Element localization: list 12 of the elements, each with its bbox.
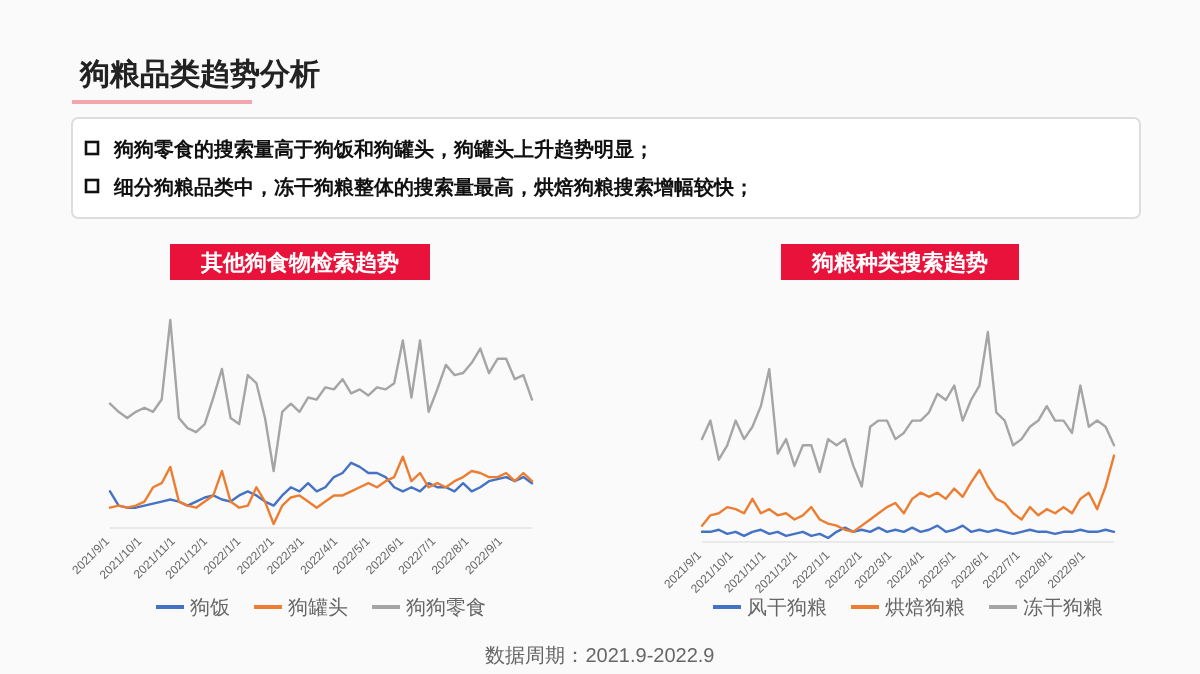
text: 细分狗粮品类中，冻干狗粮整体的搜索量最高，烘焙狗粮搜索增幅较快； (112, 176, 754, 200)
legend-label: 狗狗零食 (406, 596, 486, 620)
legend-label: 狗饭 (190, 596, 230, 620)
text: 数据周期：2021.9-2022.9 (485, 644, 716, 668)
legend-label: 烘焙狗粮 (885, 596, 965, 620)
text: 狗粮品类趋势分析 (78, 58, 320, 92)
legend-label: 风干狗粮 (747, 596, 827, 620)
chart-title: 狗粮种类搜索趋势 (810, 250, 988, 276)
chart-title: 其他狗食物检索趋势 (199, 250, 399, 276)
legend-label: 冻干狗粮 (1023, 596, 1103, 620)
text: 狗狗零食的搜索量高于狗饭和狗罐头，狗罐头上升趋势明显； (112, 138, 654, 162)
legend-label: 狗罐头 (288, 596, 348, 620)
